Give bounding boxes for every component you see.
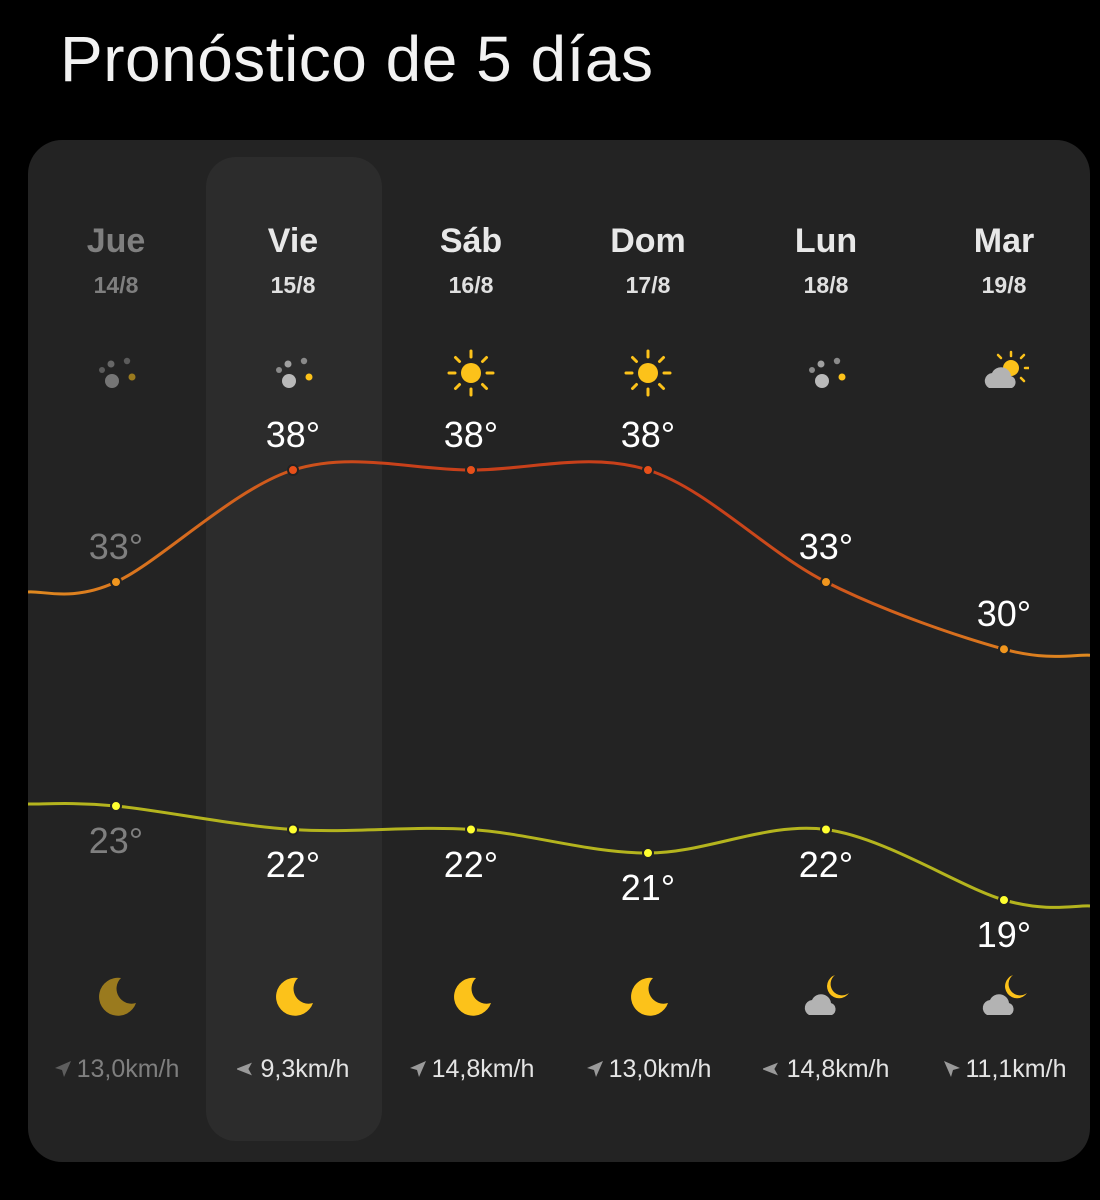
moon-icon xyxy=(91,971,141,1021)
cloudy-moon-icon xyxy=(979,971,1029,1021)
forecast-card[interactable]: Jue 14/8 33° 23° 13,0km/h Vie 15/8 38° 2… xyxy=(28,140,1090,1162)
day-date: 18/8 xyxy=(803,272,849,298)
wind-direction-icon xyxy=(943,1061,960,1077)
low-temperature: 23° xyxy=(88,820,144,861)
high-temperature: 38° xyxy=(443,414,499,455)
cloudy-moon-icon xyxy=(801,971,851,1021)
wind-direction-icon xyxy=(409,1061,426,1077)
scattered-dots-icon xyxy=(268,348,318,398)
wind-speed-value: 13,0km/h xyxy=(76,1055,180,1083)
low-temperature-point xyxy=(642,847,654,859)
high-temperature-point xyxy=(287,464,299,476)
sun-icon xyxy=(446,348,496,398)
low-temperature-point xyxy=(287,823,299,836)
high-temperature-point xyxy=(110,576,122,588)
day-name: Sáb xyxy=(439,222,503,260)
wind-speed: 14,8km/h xyxy=(721,1055,931,1084)
high-temperature-point xyxy=(642,464,654,476)
low-temperature-point xyxy=(110,800,122,812)
day-column-vie[interactable]: Vie 15/8 38° 22° 9,3km/h xyxy=(208,140,378,1162)
day-date: 15/8 xyxy=(270,272,316,298)
wind-speed: 14,8km/h xyxy=(366,1055,576,1084)
selected-day-highlight xyxy=(206,157,382,1141)
day-date: 14/8 xyxy=(93,272,139,298)
day-date: 17/8 xyxy=(625,272,671,298)
partly-sunny-icon xyxy=(979,348,1029,398)
day-name: Mar xyxy=(973,222,1035,260)
day-name: Lun xyxy=(794,222,858,260)
scattered-dots-icon xyxy=(91,348,141,398)
wind-speed-value: 14,8km/h xyxy=(786,1055,890,1083)
temperature-chart xyxy=(28,460,1090,909)
day-name: Dom xyxy=(610,222,686,260)
day-name: Vie xyxy=(267,222,319,260)
wind-speed: 11,1km/h xyxy=(899,1055,1090,1084)
day-column-dom[interactable]: Dom 17/8 38° 21° 13,0km/h xyxy=(563,140,733,1162)
wind-speed: 13,0km/h xyxy=(28,1055,221,1084)
low-temperature: 22° xyxy=(798,843,854,885)
low-temperature: 22° xyxy=(443,843,499,885)
high-temperature-point xyxy=(820,576,832,588)
day-column-sáb[interactable]: Sáb 16/8 38° 22° 14,8km/h xyxy=(386,140,556,1162)
moon-icon xyxy=(268,971,318,1021)
high-temperature: 33° xyxy=(798,526,854,567)
wind-speed-value: 13,0km/h xyxy=(608,1055,712,1083)
low-temperature-point xyxy=(465,823,477,836)
day-column-lun[interactable]: Lun 18/8 33° 22° 14,8km/h xyxy=(741,140,911,1162)
sun-icon xyxy=(623,348,673,398)
moon-icon xyxy=(623,971,673,1021)
day-column-mar[interactable]: Mar 19/8 30° 19° 11,1km/h xyxy=(919,140,1089,1162)
page-title: Pronóstico de 5 días xyxy=(60,23,654,95)
wind-speed-value: 11,1km/h xyxy=(965,1055,1067,1083)
temperature-points xyxy=(110,464,1010,906)
wind-speed: 9,3km/h xyxy=(188,1055,398,1084)
low-temperature-point xyxy=(998,894,1010,906)
high-temperature: 30° xyxy=(976,593,1032,635)
wind-direction-icon xyxy=(586,1061,603,1077)
wind-direction-icon xyxy=(54,1061,71,1077)
high-temperature: 38° xyxy=(265,414,321,455)
low-temperature-line xyxy=(28,802,1090,909)
high-temperature-point xyxy=(998,643,1010,656)
moon-icon xyxy=(446,971,496,1021)
wind-speed-value: 9,3km/h xyxy=(260,1055,350,1083)
low-temperature-point xyxy=(820,823,832,836)
high-temperature-line xyxy=(28,460,1090,658)
day-name: Jue xyxy=(86,222,146,260)
high-temperature: 33° xyxy=(88,526,144,567)
wind-direction-icon xyxy=(762,1062,778,1076)
low-temperature: 21° xyxy=(620,867,676,908)
high-temperature-point xyxy=(465,464,477,476)
low-temperature: 19° xyxy=(976,914,1032,955)
wind-direction-icon xyxy=(236,1062,252,1076)
scattered-dots-icon xyxy=(801,348,851,398)
wind-speed: 13,0km/h xyxy=(543,1055,753,1084)
wind-speed-value: 14,8km/h xyxy=(431,1055,535,1083)
day-date: 16/8 xyxy=(448,272,494,298)
high-temperature: 38° xyxy=(620,414,676,455)
day-column-jue[interactable]: Jue 14/8 33° 23° 13,0km/h xyxy=(31,140,201,1162)
day-date: 19/8 xyxy=(981,272,1027,298)
low-temperature: 22° xyxy=(265,843,321,885)
